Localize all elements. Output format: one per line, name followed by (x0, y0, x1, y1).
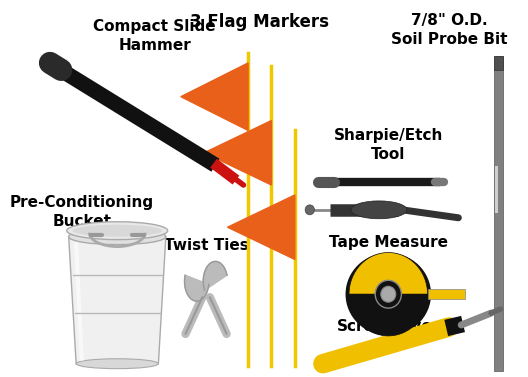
Polygon shape (181, 63, 248, 130)
Text: Tape Measure: Tape Measure (329, 234, 448, 250)
Polygon shape (185, 275, 209, 301)
Circle shape (305, 205, 315, 215)
Text: 7/8" O.D.
Soil Probe Bit: 7/8" O.D. Soil Probe Bit (391, 13, 507, 47)
Text: Compact Slide
Hammer: Compact Slide Hammer (93, 19, 216, 53)
Text: Screwdriver: Screwdriver (337, 319, 440, 334)
Polygon shape (228, 195, 295, 259)
Bar (495, 166, 497, 213)
Wedge shape (349, 294, 428, 336)
Ellipse shape (67, 222, 168, 240)
Bar (494, 56, 503, 70)
Text: 3 Flag Markers: 3 Flag Markers (190, 13, 329, 31)
Ellipse shape (69, 229, 166, 245)
Text: Pre-Conditioning
Bucket: Pre-Conditioning Bucket (10, 195, 154, 228)
Polygon shape (69, 237, 166, 364)
Ellipse shape (72, 225, 162, 237)
Polygon shape (204, 121, 271, 185)
Text: Sharpie/Etch
Tool: Sharpie/Etch Tool (334, 129, 443, 162)
Ellipse shape (351, 201, 407, 219)
Bar (428, 289, 465, 299)
Ellipse shape (76, 359, 158, 369)
Polygon shape (203, 262, 227, 290)
Bar (494, 56, 503, 371)
Text: Twist Ties: Twist Ties (164, 238, 249, 253)
Circle shape (381, 286, 396, 302)
Circle shape (375, 280, 401, 308)
Ellipse shape (346, 253, 430, 335)
Wedge shape (349, 253, 428, 294)
